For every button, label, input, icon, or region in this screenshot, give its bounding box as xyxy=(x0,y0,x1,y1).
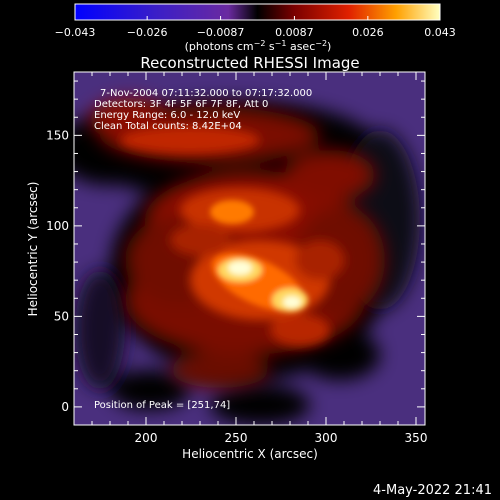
colorbar: −0.043 −0.026 −0.0087 0.0087 0.026 0.043 (pho… xyxy=(55,3,456,53)
colorbar-ticks: −0.043 −0.026 −0.0087 0.0087 0.026 0.043 xyxy=(55,16,456,39)
annotation-line: 7-Nov-2004 07:11:32.000 to 07:17:32.000 xyxy=(100,88,312,99)
colorbar-tick-label: 0.0087 xyxy=(275,26,314,39)
colorbar-gradient xyxy=(74,3,441,21)
colorbar-unit-label: (photons cm−2 s−1 asec−2) xyxy=(185,39,332,53)
x-tick-label: 350 xyxy=(405,431,428,445)
heatmap-bright-layer xyxy=(210,200,308,312)
x-tick-label: 300 xyxy=(315,431,338,445)
colorbar-tick-label: −0.043 xyxy=(55,26,96,39)
colorbar-tick-label: −0.026 xyxy=(127,26,168,39)
colorbar-tick-label: 0.043 xyxy=(424,26,456,39)
annotation-line: Clean Total counts: 8.42E+04 xyxy=(94,121,242,132)
peak-position-label: Position of Peak = [251,74] xyxy=(94,400,230,411)
colorbar-tick-label: 0.026 xyxy=(352,26,384,39)
annotation-line: Detectors: 3F 4F 5F 6F 7F 8F, Att 0 xyxy=(94,99,268,110)
plot-frame xyxy=(73,71,426,426)
annotation-line: Energy Range: 6.0 - 12.0 keV xyxy=(94,110,240,121)
x-tick-label: 250 xyxy=(225,431,248,445)
heatmap-image xyxy=(74,72,425,425)
y-tick-label: 50 xyxy=(54,309,69,323)
x-axis: 200 250 300 350 xyxy=(73,72,428,445)
x-tick-label: 200 xyxy=(135,431,158,445)
annotation-block: 7-Nov-2004 07:11:32.000 to 07:17:32.000D… xyxy=(94,88,312,132)
y-tick-label: 0 xyxy=(61,400,69,414)
chart-title: Reconstructed RHESSI Image xyxy=(140,54,359,72)
colorbar-tick-label: −0.0087 xyxy=(197,26,245,39)
y-tick-label: 100 xyxy=(46,219,69,233)
timestamp: 4-May-2022 21:41 xyxy=(373,483,492,498)
y-axis-label: Heliocentric Y (arcsec) xyxy=(26,182,40,317)
y-tick-label: 150 xyxy=(46,128,69,142)
y-axis: 0 50 100 150 xyxy=(46,80,425,426)
x-axis-label: Heliocentric X (arcsec) xyxy=(182,447,318,461)
